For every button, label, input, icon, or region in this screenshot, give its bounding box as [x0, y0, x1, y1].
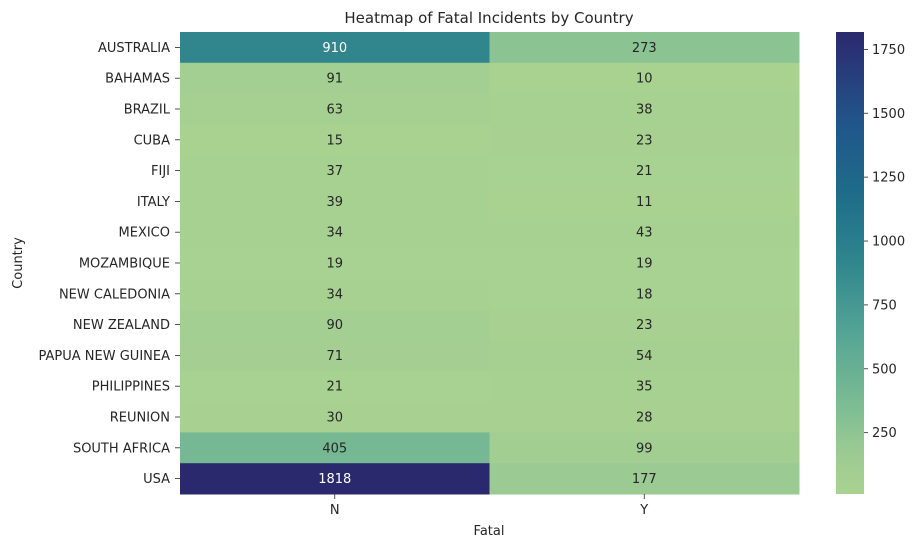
cell-value-label: 30 — [326, 411, 343, 426]
colorbar-tick-label: 500 — [872, 362, 897, 377]
y-axis-label: Country — [11, 237, 26, 289]
cell-value-label: 910 — [322, 41, 347, 56]
heatmap-cell — [489, 401, 800, 433]
y-tick-label: PAPUA NEW GUINEA — [39, 349, 171, 364]
heatmap-cell — [489, 93, 800, 125]
cell-value-label: 10 — [636, 72, 653, 87]
colorbar-tick-label: 750 — [872, 298, 897, 313]
colorbar-tick-label: 1000 — [872, 235, 905, 250]
heatmap-cell — [180, 370, 490, 403]
heatmap-cell — [180, 463, 490, 495]
cell-value-label: 21 — [326, 380, 343, 395]
heatmap-cell — [180, 216, 490, 249]
y-tick-labels: AUSTRALIA BAHAMAS BRAZIL CUBA FIJI ITALY MEXIC… — [39, 41, 180, 487]
cell-value-label: 99 — [636, 441, 653, 456]
heatmap-cell — [489, 278, 800, 310]
y-tick-label: CUBA — [134, 133, 171, 148]
heatmap-cell — [489, 370, 800, 403]
cell-value-label: 43 — [636, 226, 653, 241]
y-tick-label: BAHAMAS — [105, 72, 170, 87]
cell-value-label: 1818 — [318, 472, 351, 487]
cell-value-label: 90 — [326, 318, 343, 333]
cell-value-label: 23 — [636, 133, 653, 148]
heatmap-cell — [489, 186, 800, 218]
cell-value-label: 34 — [326, 287, 343, 302]
heatmap-cell — [489, 124, 800, 156]
heatmap-cells: 910 273 91 10 63 38 15 23 37 21 39 11 34 43 19 19 34 18 90… — [180, 32, 800, 495]
cell-value-label: 177 — [632, 472, 657, 487]
colorbar-gradient — [836, 32, 864, 494]
heatmap-cell — [489, 340, 800, 372]
colorbar-tick-label: 250 — [872, 426, 897, 441]
cell-value-label: 19 — [636, 257, 653, 272]
colorbar-tick-label: 1250 — [872, 171, 905, 186]
cell-value-label: 91 — [326, 72, 343, 87]
heatmap-cell — [489, 216, 800, 249]
y-tick-label: NEW CALEDONIA — [59, 287, 170, 302]
heatmap-cell — [180, 155, 490, 187]
colorbar-tick-label: 1750 — [872, 43, 905, 58]
heatmap-cell — [180, 432, 490, 464]
y-tick-label: USA — [143, 472, 170, 487]
heatmap-cell — [180, 278, 490, 310]
heatmap-cell — [180, 309, 490, 341]
heatmap-cell — [180, 186, 490, 218]
x-tick-label: N — [330, 503, 340, 518]
y-tick-label: ITALY — [137, 195, 170, 210]
heatmap-cell — [180, 340, 490, 372]
heatmap-cell — [180, 93, 490, 125]
cell-value-label: 34 — [326, 226, 343, 241]
heatmap-cell — [180, 124, 490, 156]
cell-value-label: 23 — [636, 318, 653, 333]
colorbar-tick-label: 1500 — [872, 107, 905, 122]
x-axis-label: Fatal — [474, 524, 505, 539]
cell-value-label: 35 — [636, 380, 653, 395]
heatmap-cell — [180, 401, 490, 433]
chart-title: Heatmap of Fatal Incidents by Country — [344, 9, 633, 27]
y-tick-label: PHILIPPINES — [92, 380, 170, 395]
heatmap-cell — [489, 32, 800, 64]
y-tick-label: NEW ZEALAND — [73, 318, 170, 333]
heatmap-cell — [489, 62, 800, 95]
cell-value-label: 21 — [636, 164, 653, 179]
cell-value-label: 19 — [326, 257, 343, 272]
cell-value-label: 18 — [636, 287, 653, 302]
cell-value-label: 11 — [636, 195, 653, 210]
cell-value-label: 71 — [326, 349, 343, 364]
cell-value-label: 15 — [326, 133, 343, 148]
heatmap-cell — [180, 32, 490, 64]
heatmap-cell — [180, 62, 490, 95]
heatmap-cell — [489, 432, 800, 464]
cell-value-label: 405 — [322, 441, 347, 456]
cell-value-label: 54 — [636, 349, 653, 364]
heatmap-cell — [489, 309, 800, 341]
cell-value-label: 28 — [636, 411, 653, 426]
heatmap-cell — [489, 463, 800, 495]
y-tick-label: REUNION — [110, 411, 170, 426]
y-tick-label: MOZAMBIQUE — [79, 257, 170, 272]
y-tick-label: AUSTRALIA — [98, 41, 170, 56]
y-tick-label: FIJI — [151, 164, 170, 179]
cell-value-label: 63 — [326, 103, 343, 118]
cell-value-label: 38 — [636, 103, 653, 118]
y-tick-label: BRAZIL — [124, 103, 171, 118]
heatmap-cell — [180, 247, 490, 279]
y-tick-label: MEXICO — [119, 226, 170, 241]
cell-value-label: 273 — [632, 41, 657, 56]
y-tick-label: SOUTH AFRICA — [73, 441, 170, 456]
colorbar: 250 500 750 1000 1250 1500 1750 — [836, 32, 905, 494]
cell-value-label: 39 — [326, 195, 343, 210]
cell-value-label: 37 — [326, 164, 343, 179]
x-tick-label: Y — [639, 503, 648, 518]
heatmap-cell — [489, 155, 800, 187]
heatmap-cell — [489, 247, 800, 279]
